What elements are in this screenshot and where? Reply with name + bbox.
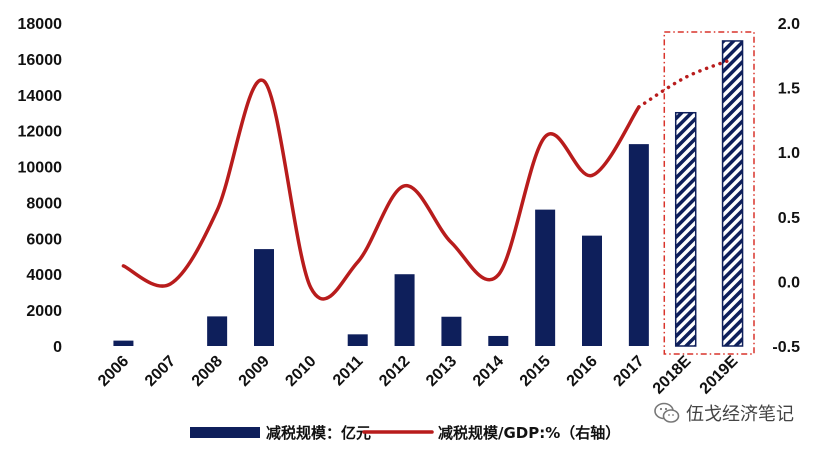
line-series bbox=[121, 57, 735, 301]
legend-bar-label: 减税规模：亿元 bbox=[266, 424, 371, 442]
x-axis-tick-label: 2019E bbox=[697, 353, 742, 398]
bar bbox=[488, 335, 509, 346]
bar bbox=[394, 274, 415, 346]
line-series-estimate bbox=[637, 57, 735, 109]
bar bbox=[441, 316, 462, 346]
left-axis-tick-label: 14000 bbox=[18, 88, 63, 105]
x-axis-tick-label: 2012 bbox=[376, 353, 413, 390]
legend: 减税规模：亿元 减税规模/GDP:%（右轴） bbox=[190, 424, 620, 442]
watermark-text: 伍戈经济笔记 bbox=[686, 404, 794, 425]
right-axis-tick-label: 0.5 bbox=[778, 210, 800, 227]
bar bbox=[674, 111, 697, 347]
right-y-axis: -0.5 0.0 0.5 1.0 1.5 2.0 bbox=[772, 16, 800, 356]
bar bbox=[254, 249, 274, 346]
x-axis-tick-label: 2017 bbox=[610, 353, 647, 390]
bar bbox=[582, 235, 602, 346]
left-axis-tick-label: 6000 bbox=[26, 231, 62, 248]
x-axis-tick-label: 2008 bbox=[189, 353, 226, 390]
x-axis-tick-label: 2011 bbox=[330, 353, 367, 390]
left-y-axis: 0 2000 4000 6000 8000 10000 12000 14000 16000 180… bbox=[18, 16, 63, 356]
x-axis-tick-label: 2010 bbox=[282, 353, 319, 390]
legend-line-label: 减税规模/GDP:%（右轴） bbox=[438, 424, 620, 442]
left-axis-tick-label: 18000 bbox=[18, 16, 63, 33]
right-axis-tick-label: -0.5 bbox=[772, 339, 800, 356]
left-axis-tick-label: 10000 bbox=[18, 160, 63, 177]
x-axis-tick-label: 2009 bbox=[236, 353, 273, 390]
highlight-box bbox=[663, 31, 755, 355]
left-axis-tick-label: 12000 bbox=[18, 124, 63, 141]
x-axis-tick-label: 2007 bbox=[142, 353, 179, 390]
right-axis-tick-label: 1.5 bbox=[778, 81, 800, 98]
right-axis-tick-label: 2.0 bbox=[778, 16, 800, 33]
left-axis-tick-label: 16000 bbox=[18, 52, 63, 69]
wechat-icon bbox=[654, 402, 680, 423]
x-axis-tick-label: 2013 bbox=[423, 353, 460, 390]
bar bbox=[628, 144, 649, 346]
bar bbox=[113, 340, 134, 346]
bar bbox=[535, 209, 556, 346]
x-axis-tick-label: 2015 bbox=[517, 353, 554, 390]
line-series-solid bbox=[121, 78, 641, 301]
left-axis-tick-label: 0 bbox=[53, 339, 62, 356]
legend-bar-swatch bbox=[190, 427, 260, 438]
x-axis-tick-label: 2018E bbox=[650, 353, 695, 398]
right-axis-tick-label: 1.0 bbox=[778, 145, 800, 162]
x-axis-tick-label: 2006 bbox=[95, 353, 132, 390]
x-axis: 2006 2007 2008 2009 2010 2011 2012 2013 2014 2015… bbox=[95, 353, 742, 398]
bar bbox=[207, 316, 228, 346]
bar bbox=[721, 40, 744, 347]
bar bbox=[347, 334, 368, 346]
left-axis-tick-label: 2000 bbox=[26, 303, 62, 320]
left-axis-tick-label: 4000 bbox=[26, 267, 62, 284]
x-axis-tick-label: 2016 bbox=[564, 353, 601, 390]
x-axis-tick-label: 2014 bbox=[470, 353, 507, 390]
estimate-highlight-box bbox=[663, 31, 755, 355]
watermark: 伍戈经济笔记 bbox=[654, 400, 794, 426]
left-axis-tick-label: 8000 bbox=[26, 195, 62, 212]
bar-series bbox=[113, 40, 744, 347]
right-axis-tick-label: 0.0 bbox=[778, 274, 800, 291]
